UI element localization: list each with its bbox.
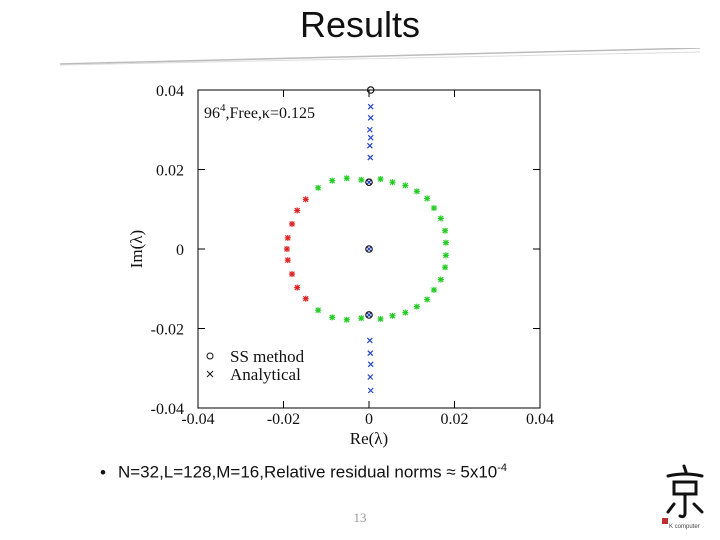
eigenvalue-point — [389, 312, 396, 319]
x-tick-label: -0.04 — [181, 411, 214, 428]
analytical-point — [366, 246, 372, 252]
y-axis-label: Im(λ) — [127, 230, 146, 268]
title-underline — [60, 48, 700, 66]
eigenvalue-point — [315, 307, 322, 314]
legend-label: Analytical — [230, 365, 301, 384]
eigenvalue-point — [343, 175, 350, 182]
eigenvalue-point — [358, 176, 365, 183]
eigenvalue-point — [442, 227, 449, 234]
eigenvalue-point — [329, 177, 336, 184]
eigenvalue-point — [430, 205, 437, 212]
analytical-point — [366, 179, 372, 186]
eigenvalue-point — [294, 284, 301, 291]
eigenvalue-point — [424, 195, 431, 202]
analytical-point — [366, 126, 373, 133]
eigenvalue-point — [430, 286, 437, 293]
eigenvalue-point — [289, 271, 296, 278]
eigenvalue-point — [437, 215, 444, 222]
ss-method-point — [365, 178, 373, 187]
eigenvalue-point — [437, 276, 444, 283]
analytical-point — [367, 361, 374, 368]
bullet-dot: • — [100, 462, 106, 482]
x-tick-label: -0.02 — [267, 411, 300, 428]
analytical-point — [367, 154, 374, 161]
eigenvalue-point — [294, 207, 301, 214]
y-tick-label: -0.04 — [151, 401, 184, 418]
analytical-point — [367, 387, 374, 394]
x-tick-label: 0.02 — [441, 411, 469, 428]
y-tick-label: 0 — [176, 242, 184, 259]
ss-method-point — [365, 311, 373, 319]
analytical-point — [367, 134, 374, 141]
eigenvalue-point — [358, 315, 365, 322]
analytical-point — [367, 103, 374, 110]
eigenvalue-point — [302, 295, 309, 302]
eigenvalue-point — [283, 246, 290, 252]
logo-caption: K computer — [669, 524, 700, 530]
x-tick-label: 0.04 — [526, 411, 554, 428]
eigenvalue-point — [315, 184, 322, 191]
y-tick-label: 0.02 — [156, 163, 184, 180]
page-number: 13 — [353, 510, 367, 525]
y-tick-label: -0.02 — [151, 322, 184, 339]
ss-method-point — [366, 86, 375, 94]
analytical-point — [367, 114, 374, 121]
bullet-text: N=32,L=128,M=16,Relative residual norms … — [117, 462, 498, 482]
ss-method-point — [365, 245, 373, 253]
legend-label: SS method — [230, 347, 305, 366]
eigenvalue-point — [289, 220, 296, 227]
analytical-point — [366, 337, 373, 344]
eigenvalue-point — [442, 239, 449, 246]
eigenvalue-point — [302, 196, 309, 203]
eigenvalue-point — [424, 296, 431, 303]
k-computer-logo: K computer — [662, 464, 704, 530]
eigenvalue-scatter-plot: -0.04 -0.02 0 0.02 0.04 -0.04 -0.02 0 0.02 0.04 9… — [127, 83, 554, 448]
eigenvalue-point — [413, 303, 420, 310]
analytical-point — [367, 374, 374, 380]
eigenvalue-point — [389, 179, 396, 186]
eigenvalue-point — [343, 316, 350, 323]
eigenvalue-point — [442, 264, 449, 271]
eigenvalue-point — [284, 257, 291, 264]
eigenvalue-point — [377, 315, 384, 322]
plot-annotation: 964,Free,κ=0.125 — [204, 102, 315, 122]
slide-title: Results — [299, 4, 421, 45]
bullet-exponent: -4 — [497, 462, 508, 474]
x-tick-label: 0 — [365, 411, 373, 428]
eigenvalue-point — [284, 234, 291, 241]
eigenvalue-point — [442, 252, 449, 259]
eigenvalue-point — [413, 188, 420, 195]
eigenvalue-point — [329, 314, 336, 321]
eigenvalue-point — [402, 182, 409, 189]
legend-entry — [206, 370, 214, 378]
results-bullet: • N=32,L=128,M=16,Relative residual norms… — [100, 462, 507, 483]
eigenvalue-point — [402, 309, 409, 316]
y-tick-label: 0.04 — [156, 83, 184, 100]
x-axis-label: Re(λ) — [350, 429, 388, 448]
analytical-point — [366, 142, 373, 149]
legend-entry — [206, 352, 214, 360]
analytical-point — [366, 312, 372, 318]
analytical-point — [367, 350, 374, 357]
eigenvalue-point — [377, 176, 384, 183]
